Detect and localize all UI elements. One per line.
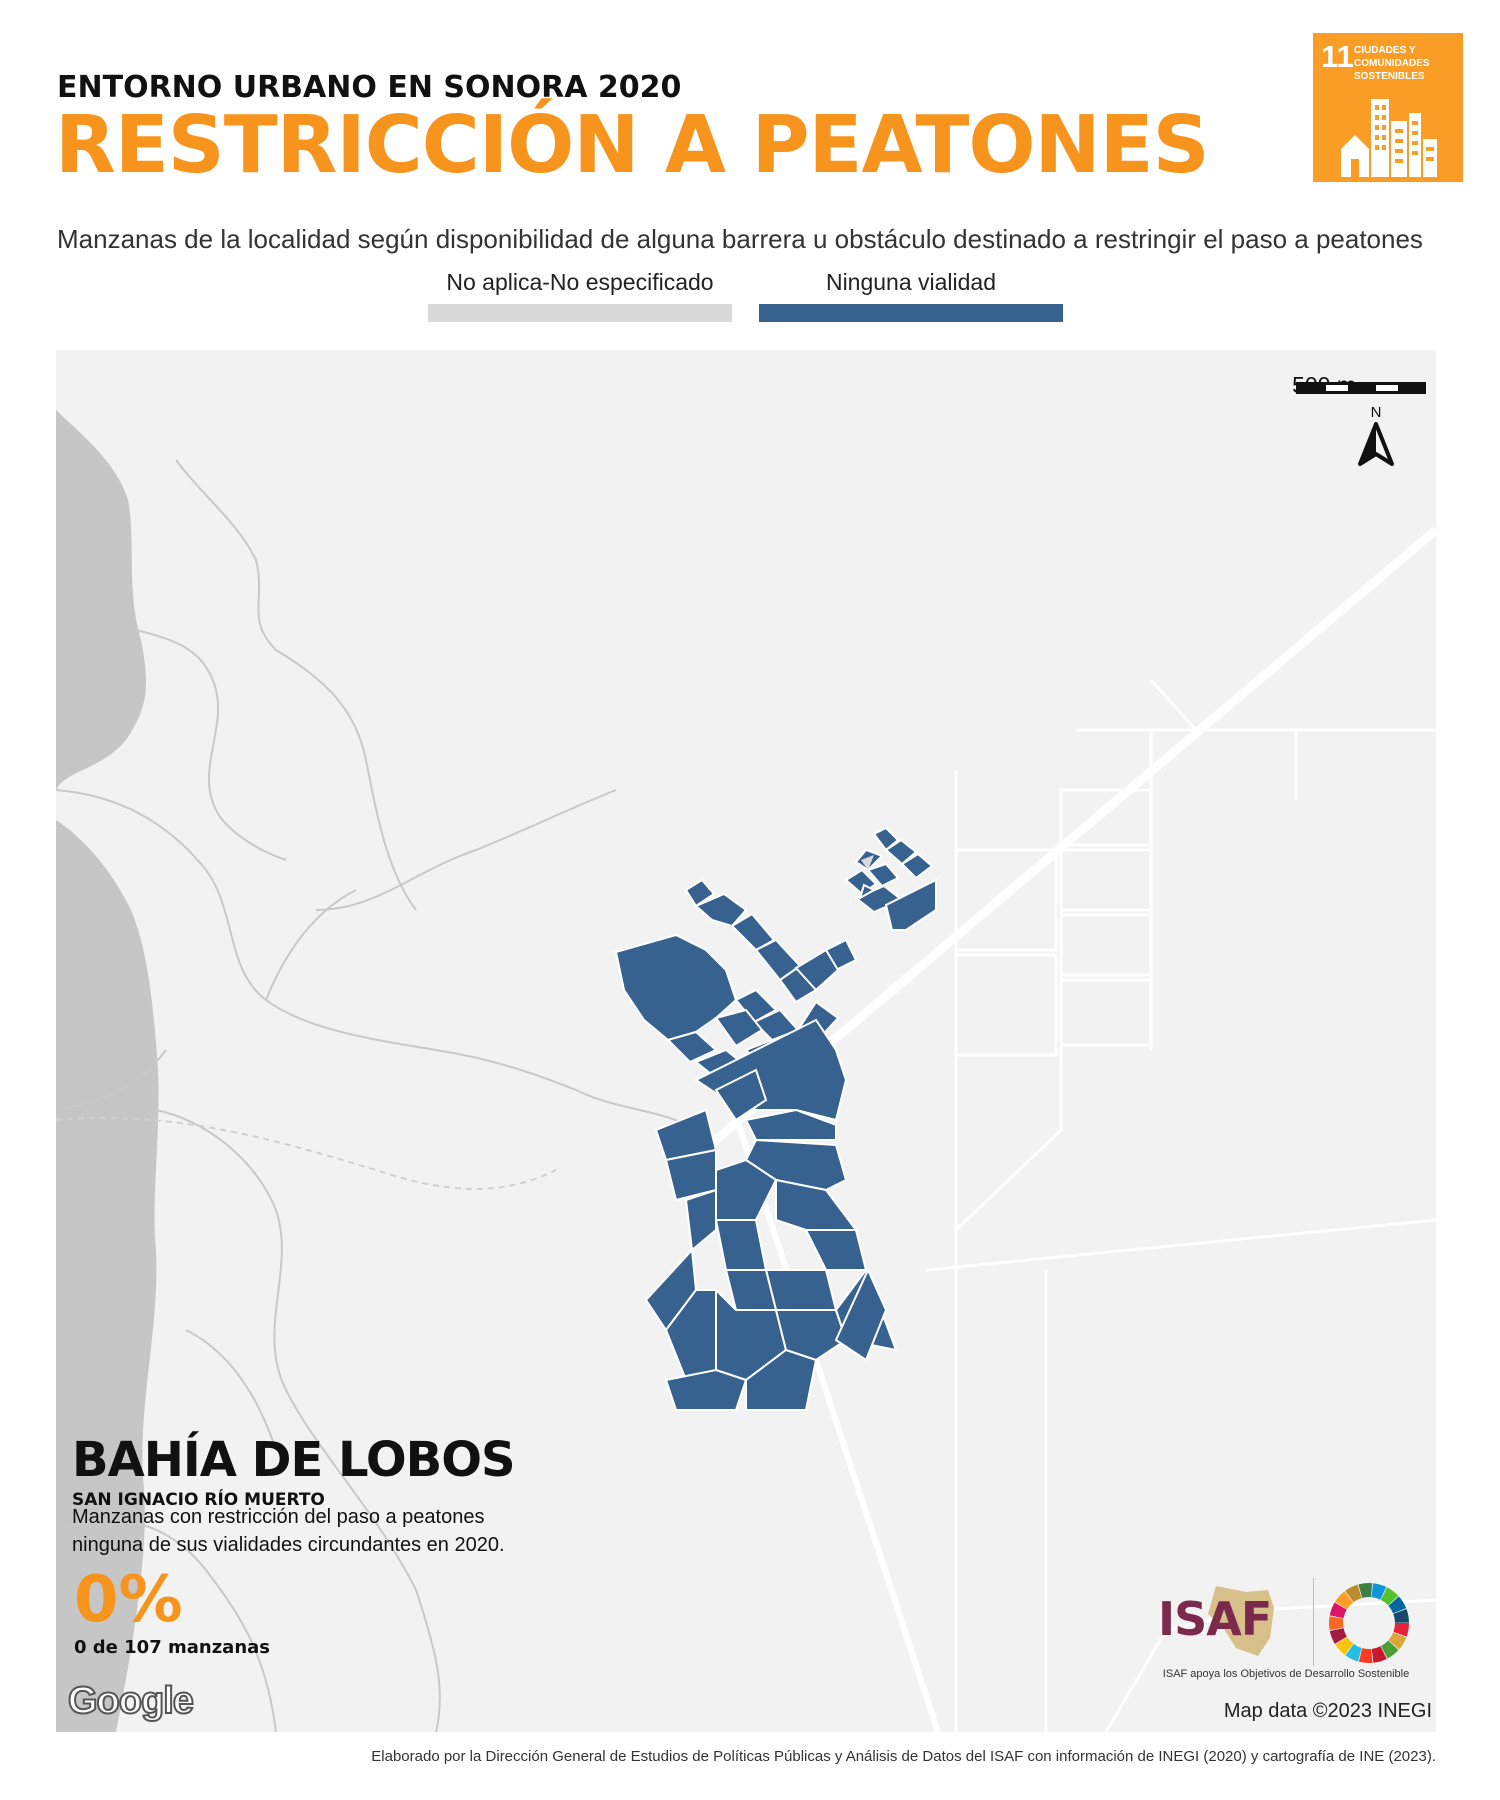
legend-item-ninguna-vialidad: Ninguna vialidad <box>759 268 1063 322</box>
stat-percent: 0% <box>74 1563 183 1637</box>
municipality-name: SAN IGNACIO RÍO MUERTO <box>72 1490 325 1510</box>
highway <box>731 1109 941 1732</box>
isaf-logo: ISAF <box>1158 1592 1272 1646</box>
city-buildings-icon <box>1341 99 1437 177</box>
isaf-branding: ISAF ISAF apoya los Objetivos de Desarro… <box>1146 1578 1426 1680</box>
sonora-map-icon <box>1208 1586 1274 1656</box>
google-logo: Google <box>67 1679 195 1723</box>
locality-name: BAHÍA DE LOBOS <box>72 1432 516 1488</box>
legend-swatch <box>759 304 1063 322</box>
no-aplica-block <box>861 855 874 870</box>
isaf-tagline: ISAF apoya los Objetivos de Desarrollo S… <box>1162 1668 1410 1680</box>
map-legend: No aplica-No especificado Ninguna vialid… <box>0 268 1500 328</box>
north-arrow: N <box>1354 404 1398 466</box>
map-attribution: Map data ©2023 INEGI <box>1223 1700 1432 1722</box>
locality-description: Manzanas con restricción del paso a peat… <box>72 1506 505 1556</box>
footer-credit: Elaborado por la Dirección General de Es… <box>371 1748 1436 1765</box>
sdg-wheel-icon <box>1329 1583 1409 1663</box>
legend-swatch <box>428 304 732 322</box>
north-label: N <box>1370 404 1382 421</box>
stat-count: 0 de 107 manzanas <box>74 1637 271 1658</box>
sdg-label: CIUDADES Y COMUNIDADES SOSTENIBLES <box>1354 45 1430 82</box>
urban-blocks <box>614 826 937 1411</box>
sdg-number: 11 <box>1321 39 1354 74</box>
page-title: RESTRICCIÓN A PEATONES <box>55 99 1209 191</box>
north-arrow-icon <box>1358 422 1394 466</box>
legend-item-no-aplica: No aplica-No especificado <box>428 268 732 322</box>
scale-bar-graphic <box>1296 382 1426 394</box>
water-body <box>56 410 146 790</box>
page-kicker: ENTORNO URBANO EN SONORA 2020 <box>57 70 682 105</box>
water-body <box>56 820 159 1732</box>
legend-label: Ninguna vialidad <box>825 269 997 295</box>
legend-label: No aplica-No especificado <box>446 269 714 295</box>
sdg-11-badge: 11 CIUDADES Y COMUNIDADES SOSTENIBLES <box>1313 33 1463 182</box>
logo-divider <box>1313 1578 1314 1666</box>
locality-info: BAHÍA DE LOBOS SAN IGNACIO RÍO MUERTO Ma… <box>72 1436 592 1559</box>
page-subtitle: Manzanas de la localidad según disponibi… <box>57 224 1423 254</box>
scale-bar: 500 m <box>1246 372 1426 402</box>
map-canvas[interactable]: 500 m N <box>56 350 1436 1732</box>
